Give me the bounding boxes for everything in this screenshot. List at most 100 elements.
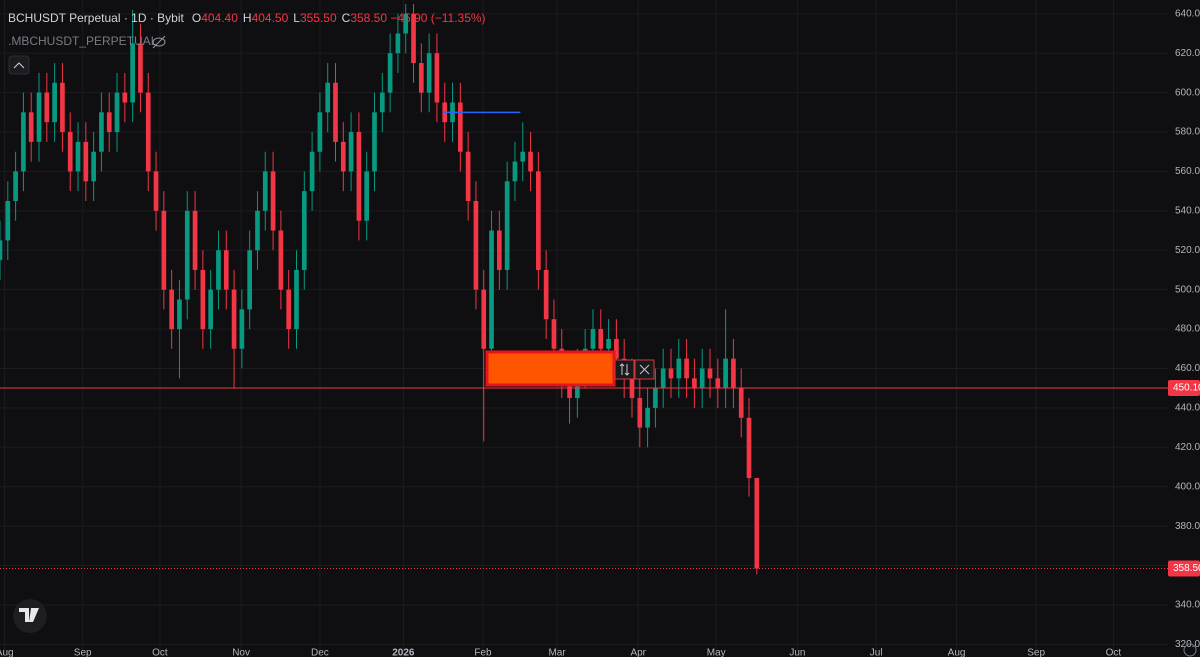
candle-body: [177, 299, 182, 330]
candle-body: [5, 200, 11, 241]
y-tick-label: 620.00: [1175, 48, 1200, 59]
swap-button[interactable]: [614, 359, 635, 380]
x-tick-label: Jun: [789, 648, 805, 657]
indicator-name: .MBCHUSDT_PERPETUAL: [8, 34, 158, 48]
candle-body: [294, 269, 299, 330]
rectangle-drawing[interactable]: [485, 350, 616, 387]
candle-body: [106, 112, 112, 133]
x-tick-label: Oct: [1106, 648, 1122, 657]
x-tick-label: Apr: [630, 648, 646, 657]
candle-body: [520, 151, 526, 162]
candle-body: [153, 171, 159, 211]
candle-body: [637, 398, 643, 428]
x-tick-label: Aug: [948, 648, 966, 657]
candle-body: [356, 132, 362, 221]
ohlc: O404.40 H404.50 L355.50 C358.50: [192, 11, 388, 25]
candle-body: [543, 269, 549, 320]
candle-body: [28, 112, 34, 142]
drawings: [0, 111, 1168, 569]
candle-body: [75, 141, 81, 172]
candle-body: [504, 181, 510, 270]
price-badge-label: 450.10: [1173, 383, 1200, 394]
candle-body: [660, 368, 666, 389]
x-tick-label: May: [707, 648, 726, 657]
candle-body: [653, 388, 658, 408]
candle-body: [754, 478, 760, 569]
ohlc-key: C: [342, 11, 351, 25]
candle-body: [208, 289, 214, 330]
y-tick-label: 500.00: [1175, 284, 1200, 295]
candle-body: [473, 200, 479, 290]
x-tick-label: Oct: [152, 648, 168, 657]
y-tick-label: 480.00: [1175, 324, 1200, 335]
candle-body: [130, 43, 135, 103]
ohlc-key: H: [243, 11, 252, 25]
y-tick-label: 400.00: [1175, 481, 1200, 492]
ohlc-value: 404.40: [201, 11, 238, 25]
candle-body: [114, 92, 120, 133]
candle-body: [692, 378, 697, 389]
y-tick-label: 540.00: [1175, 205, 1200, 216]
candle-body: [340, 141, 346, 172]
ohlc-key: O: [192, 11, 201, 25]
candle-body: [216, 250, 221, 290]
candle-body: [676, 358, 682, 379]
candle-body: [0, 240, 3, 261]
legend: BCHUSDT Perpetual · 1D · Bybit O404.40 H40…: [8, 11, 486, 75]
x-tick-label: Aug: [0, 648, 14, 657]
candle-body: [645, 407, 650, 428]
candle-body: [457, 102, 463, 152]
candle-body: [707, 368, 713, 379]
y-tick-label: 520.00: [1175, 245, 1200, 256]
tv-logo: [13, 599, 47, 633]
price-badge-label: 358.50: [1173, 563, 1200, 574]
candle-body: [379, 92, 385, 113]
collapse-button[interactable]: [8, 55, 30, 75]
candle-body: [184, 210, 190, 300]
price-badge: [1168, 560, 1200, 577]
candle-body: [684, 358, 689, 379]
candle-body: [590, 329, 596, 349]
candle-body: [614, 338, 619, 359]
settings-icon[interactable]: [1183, 643, 1197, 657]
candle-body: [286, 289, 292, 330]
candle-body: [60, 82, 65, 133]
y-tick-label: 420.00: [1175, 442, 1200, 453]
candle-body: [122, 92, 128, 103]
candle-body: [36, 92, 42, 142]
candle-body: [192, 210, 198, 270]
candle-body: [746, 417, 752, 479]
candle-body: [138, 43, 143, 93]
candle-body: [270, 171, 276, 231]
candle-body: [668, 368, 674, 379]
candle-body: [52, 82, 57, 123]
candle-body: [13, 171, 18, 201]
candle-body: [161, 210, 167, 290]
candle-body: [83, 141, 89, 182]
grid: [0, 0, 1168, 657]
y-tick-label: 580.00: [1175, 127, 1200, 138]
candle-body: [528, 151, 533, 172]
symbol: BCHUSDT Perpetual · 1D · Bybit: [8, 11, 185, 25]
candle-body: [255, 210, 260, 251]
candle-body: [481, 289, 487, 349]
candle-body: [372, 112, 377, 172]
candle-body: [512, 161, 518, 182]
ohlc-value: 404.50: [252, 11, 289, 25]
candle-body: [223, 250, 229, 290]
candle-body: [715, 378, 721, 389]
candle-body: [200, 269, 206, 330]
x-tick-label: 2026: [392, 648, 415, 657]
x-tick-label: Mar: [548, 648, 566, 657]
ohlc-key: L: [293, 11, 300, 25]
x-tick-label: Feb: [474, 648, 492, 657]
axis-bg: [1168, 0, 1200, 657]
candle-body: [91, 151, 96, 182]
candle-body: [364, 171, 370, 221]
hide-icon[interactable]: [152, 35, 166, 49]
candle-body: [169, 289, 174, 330]
y-tick-label: 340.00: [1175, 600, 1200, 611]
candle-body: [21, 112, 26, 172]
candle-body: [239, 309, 245, 349]
